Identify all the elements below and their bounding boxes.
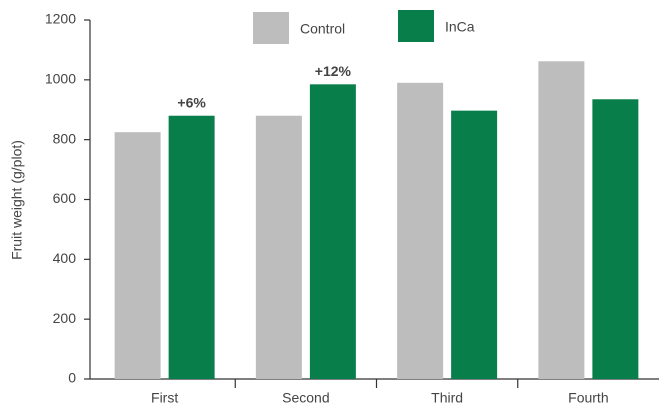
bar <box>309 84 356 379</box>
annotation: +6% <box>177 94 206 110</box>
y-tick-label: 600 <box>53 190 77 206</box>
y-tick-label: 200 <box>53 310 77 326</box>
y-tick-label: 0 <box>68 370 76 386</box>
bar <box>451 110 498 380</box>
y-tick-label: 400 <box>53 250 77 266</box>
bar <box>114 132 161 379</box>
x-tick-label: Second <box>282 390 329 406</box>
legend-swatch <box>398 10 434 42</box>
y-tick-label: 1000 <box>45 71 76 87</box>
bar <box>255 115 302 379</box>
x-tick-label: Third <box>431 390 463 406</box>
bar <box>592 99 639 379</box>
legend-swatch <box>253 12 289 44</box>
x-tick-label: Fourth <box>568 390 608 406</box>
x-tick-label: First <box>151 390 178 406</box>
legend-label: Control <box>300 21 345 37</box>
annotation: +12% <box>315 63 352 79</box>
bar <box>168 115 215 379</box>
bar <box>397 82 444 379</box>
legend-label: InCa <box>445 19 475 35</box>
y-axis-label: Fruit weight (g/plot) <box>9 140 25 260</box>
y-tick-label: 800 <box>53 130 77 146</box>
y-tick-label: 1200 <box>45 11 76 27</box>
bar <box>538 61 585 379</box>
